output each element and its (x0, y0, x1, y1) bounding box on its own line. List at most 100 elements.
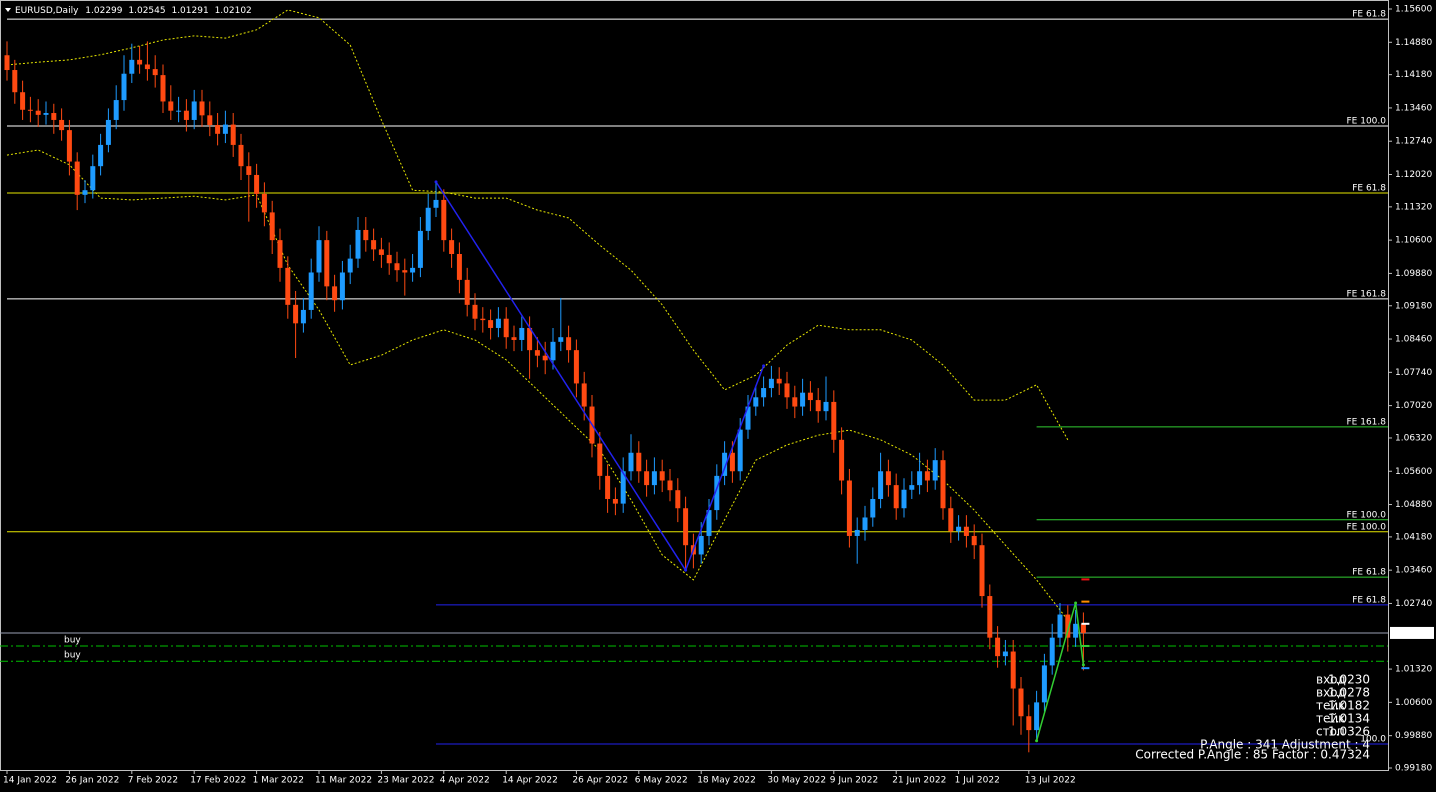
candle-body (815, 400, 821, 412)
candle-body (230, 124, 236, 145)
candle-body (12, 70, 18, 93)
x-tick-label: 14 Jan 2022 (3, 776, 57, 786)
candle-body (839, 439, 845, 481)
candle-body (20, 92, 26, 110)
candle-body (207, 115, 213, 126)
candle-body (761, 388, 767, 398)
candle-body (948, 508, 954, 532)
panel-stat: Corrected P.Angle : 85 Factor : 0.47324 (1135, 748, 1370, 762)
candle-body (316, 240, 322, 273)
candle-body (667, 480, 673, 491)
band-upper (6, 9, 1069, 441)
zigzag-point (1035, 739, 1039, 743)
candle-body (519, 327, 525, 340)
candle-body (979, 545, 985, 597)
x-tick-label: 30 May 2022 (767, 776, 826, 786)
candle-body (792, 397, 798, 407)
y-tick-label: 0.99180 (1395, 764, 1432, 774)
candle-body (355, 229, 361, 259)
candle-body (987, 596, 993, 638)
y-tick-label: 1.11320 (1395, 202, 1432, 212)
candle-body (971, 535, 977, 546)
candle-body (277, 240, 283, 268)
candle-body (324, 240, 330, 287)
x-tick-label: 1 Jul 2022 (955, 776, 1000, 786)
y-tick-label: 1.05600 (1395, 467, 1432, 477)
candle-body (495, 318, 501, 328)
candle-body (729, 452, 735, 472)
candle-body (956, 526, 962, 532)
candle-body (43, 113, 49, 115)
candle-body (183, 110, 189, 120)
candle-body (737, 429, 743, 472)
zigzag-point (434, 180, 438, 184)
candle-body (722, 452, 728, 476)
candle-body (683, 508, 689, 546)
y-tick-label: 1.15600 (1395, 5, 1432, 15)
y-tick-label: 1.04180 (1395, 532, 1432, 542)
candle-body (308, 272, 314, 310)
candle-body (659, 471, 665, 481)
candle-body (98, 144, 104, 167)
candle-body (191, 101, 197, 120)
menu-triangle[interactable] (5, 8, 11, 12)
candle-body (51, 113, 57, 120)
candle-body (542, 355, 548, 361)
candle-body (59, 119, 65, 131)
candle-body (285, 267, 291, 305)
candle-body (488, 320, 494, 328)
zigzag-point (1074, 601, 1078, 605)
y-tick-label: 1.14880 (1395, 38, 1432, 48)
candle-body (768, 378, 774, 389)
candle-body (293, 304, 299, 324)
candle-body (410, 267, 416, 273)
candle-body (1065, 614, 1071, 638)
x-tick-label: 4 Apr 2022 (440, 776, 490, 786)
level-label: FE 61.8 (1352, 10, 1386, 20)
candle-body (893, 485, 899, 509)
candle-body (527, 327, 533, 351)
candle-body (371, 240, 377, 250)
y-tick-label: 1.02740 (1395, 599, 1432, 609)
zigzag-point (762, 364, 766, 368)
candle-body (27, 109, 33, 111)
candle-body (332, 286, 338, 301)
panel-price: 1.0134 (1328, 712, 1370, 726)
candle-body (612, 498, 618, 504)
candle-body (1080, 623, 1086, 633)
zigzag-point (684, 568, 688, 572)
y-tick-label: 1.00600 (1395, 698, 1432, 708)
zigzag (435, 181, 765, 572)
candle-body (1049, 637, 1055, 666)
y-tick-label: 1.09880 (1395, 269, 1432, 279)
panel-kind: вход (1316, 686, 1346, 700)
x-tick-label: 26 Apr 2022 (572, 776, 628, 786)
candle-body (628, 452, 634, 472)
x-tick-label: 9 Jun 2022 (830, 776, 878, 786)
candle-body (963, 526, 969, 536)
candle-body (878, 471, 884, 499)
candle-body (581, 383, 587, 407)
candle-body (1073, 623, 1079, 638)
candle-body (82, 190, 88, 195)
y-tick-label: 1.01320 (1395, 665, 1432, 675)
candle-body (924, 471, 930, 481)
candle-body (35, 110, 41, 115)
last-low: 1.01291 (171, 6, 208, 16)
y-tick-label: 1.10600 (1395, 236, 1432, 246)
x-tick-label: 21 Jun 2022 (892, 776, 946, 786)
panel-price: 1.0230 (1328, 673, 1370, 687)
candle-body (995, 637, 1001, 657)
candle-body (246, 166, 252, 175)
candle-body (854, 529, 860, 536)
x-tick-label: 7 Feb 2022 (128, 776, 178, 786)
candle-body (776, 378, 782, 384)
zigzag-point (1081, 663, 1085, 667)
candle-body (113, 100, 119, 120)
level-label: FE 61.8 (1352, 595, 1386, 605)
header: EURUSD,Daily 1.02299 1.02545 1.01291 1.0… (15, 6, 252, 16)
y-tick-label: 1.07740 (1395, 368, 1432, 378)
candle-body (137, 59, 143, 65)
candle-body (636, 452, 642, 472)
panel-kind: тейк (1316, 699, 1345, 713)
